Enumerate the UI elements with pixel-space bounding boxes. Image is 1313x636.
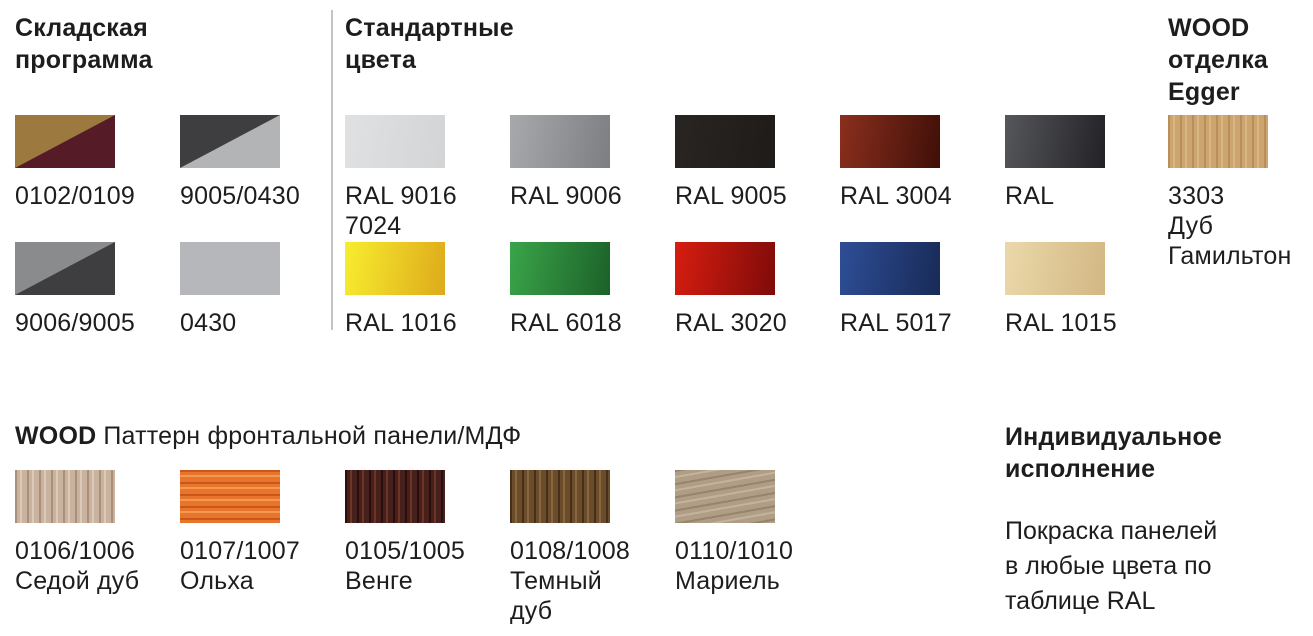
- swatch-item-0108-1008: 0108/1008 Темный дуб: [510, 470, 670, 626]
- swatch-code: RAL 6018: [510, 309, 622, 337]
- wood-title-bold: WOOD: [15, 422, 97, 450]
- swatch-code: RAL 1016: [345, 309, 457, 337]
- swatch-item-0102-0109: 0102/0109: [15, 115, 175, 211]
- swatch-item-ral-1016: RAL 1016: [345, 242, 505, 338]
- section-title-custom: Индивидуальное исполнение: [1005, 423, 1223, 483]
- swatch-item-0430: 0430: [180, 242, 340, 338]
- wood-texture-swatch: [180, 470, 280, 523]
- swatch-code: 0105/1005: [345, 537, 465, 565]
- swatch-item-egger-3303: 3303 Дуб Гамильтон: [1168, 115, 1313, 271]
- color-swatch: [510, 115, 610, 168]
- swatch-code: RAL 3004: [840, 182, 952, 210]
- swatch-code: 3303: [1168, 182, 1225, 210]
- section-title-standard-colors: Стандартные цвета: [345, 14, 514, 74]
- color-swatch: [15, 115, 115, 168]
- swatch-name: Седой дуб: [15, 567, 140, 595]
- swatch-item-9005-0430: 9005/0430: [180, 115, 340, 211]
- swatch-code: 0430: [180, 309, 237, 337]
- wood-texture-swatch: [675, 470, 775, 523]
- wood-texture-swatch: [345, 470, 445, 523]
- swatch-code: RAL 9005: [675, 182, 787, 210]
- wood-texture-swatch: [15, 470, 115, 523]
- swatch-name: Ольха: [180, 567, 254, 595]
- color-swatch: [1005, 242, 1105, 295]
- swatch-code: 9006/9005: [15, 309, 135, 337]
- swatch-code: RAL 3020: [675, 309, 787, 337]
- custom-description: Покраска панелей в любые цвета по таблиц…: [1005, 517, 1218, 615]
- section-title-wood-pattern: WOOD Паттерн фронтальной панели/МДФ: [15, 420, 915, 452]
- swatch-code: RAL 9016: [345, 182, 457, 210]
- color-swatch: [345, 242, 445, 295]
- swatch-code2: 7024: [345, 212, 402, 240]
- swatch-code: RAL 9006: [510, 182, 622, 210]
- swatch-item-ral-9005: RAL 9005: [675, 115, 835, 211]
- swatch-code: 9005/0430: [180, 182, 300, 210]
- swatch-name: Венге: [345, 567, 413, 595]
- swatch-code: 0110/1010: [675, 537, 794, 565]
- swatch-item-ral-9006: RAL 9006: [510, 115, 670, 211]
- swatch-code: 0107/1007: [180, 537, 300, 565]
- swatch-code: 0102/0109: [15, 182, 135, 210]
- color-swatch: [675, 242, 775, 295]
- color-swatch: [510, 242, 610, 295]
- swatch-item-ral: RAL: [1005, 115, 1165, 211]
- wood-texture-swatch: [1168, 115, 1268, 168]
- color-swatch: [675, 115, 775, 168]
- section-divider: [331, 10, 333, 330]
- swatch-name: Мариель: [675, 567, 780, 595]
- swatch-code: RAL 1015: [1005, 309, 1117, 337]
- swatch-item-ral-1015: RAL 1015: [1005, 242, 1165, 338]
- color-swatch: [180, 242, 280, 295]
- swatch-item-ral-6018: RAL 6018: [510, 242, 670, 338]
- swatch-item-ral-5017: RAL 5017: [840, 242, 1000, 338]
- wood-texture-swatch: [510, 470, 610, 523]
- swatch-code: 0106/1006: [15, 537, 135, 565]
- swatch-item-ral-3004: RAL 3004: [840, 115, 1000, 211]
- swatch-item-0110-1010: 0110/1010 Мариель: [675, 470, 835, 596]
- swatch-name: Дуб Гамильтон: [1168, 212, 1292, 270]
- swatch-item-0106-1006: 0106/1006 Седой дуб: [15, 470, 175, 596]
- color-swatch: [840, 115, 940, 168]
- swatch-code: 0108/1008: [510, 537, 630, 565]
- color-swatch: [345, 115, 445, 168]
- swatch-code: RAL: [1005, 182, 1055, 210]
- color-swatch: [840, 242, 940, 295]
- swatch-item-ral-3020: RAL 3020: [675, 242, 835, 338]
- wood-title-rest: Паттерн фронтальной панели/МДФ: [103, 422, 522, 450]
- swatch-name: Темный дуб: [510, 567, 602, 625]
- swatch-item-0107-1007: 0107/1007 Ольха: [180, 470, 340, 596]
- section-title-stock: Складская программа: [15, 14, 153, 74]
- swatch-item-0105-1005: 0105/1005 Венге: [345, 470, 505, 596]
- color-swatch: [180, 115, 280, 168]
- swatch-item-ral-9016-7024: RAL 9016 7024: [345, 115, 505, 241]
- swatch-code: RAL 5017: [840, 309, 952, 337]
- swatch-item-9006-9005: 9006/9005: [15, 242, 175, 338]
- color-swatch: [15, 242, 115, 295]
- section-title-wood-egger: WOOD отделка Egger: [1168, 14, 1269, 106]
- color-swatch: [1005, 115, 1105, 168]
